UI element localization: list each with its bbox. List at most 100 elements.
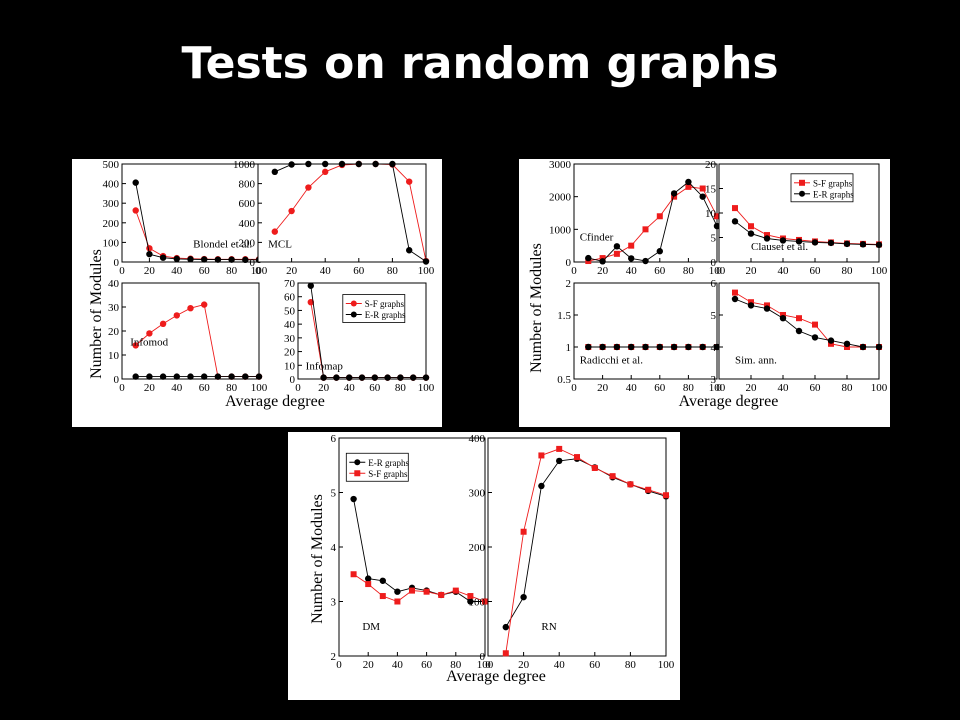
data-point [685, 178, 692, 186]
data-point [146, 373, 153, 380]
data-point [556, 445, 563, 452]
legend-marker [354, 470, 361, 477]
data-point [628, 343, 635, 351]
data-point [599, 258, 606, 265]
data-point [365, 581, 372, 588]
x-tick-label: 20 [746, 382, 758, 394]
figure-2-xlabel: Average degree [678, 393, 779, 410]
x-tick-label: 40 [171, 265, 183, 277]
legend-marker [799, 190, 805, 197]
x-tick-label: 80 [450, 659, 462, 671]
legend-label: S-F graphs [365, 299, 405, 309]
plot-frame [121, 282, 260, 380]
data-point [538, 452, 545, 459]
x-tick-label: 40 [778, 382, 790, 394]
data-point [397, 374, 404, 381]
data-point [452, 587, 459, 594]
figure-3-ylabel: Number of Modules [309, 494, 326, 624]
y-tick-label: 0.5 [557, 374, 571, 386]
data-point [685, 343, 692, 351]
data-point [271, 228, 278, 235]
data-point [159, 373, 167, 380]
data-point [132, 179, 139, 186]
series-line [734, 298, 879, 348]
x-tick-label: 40 [344, 382, 356, 394]
data-point [859, 343, 867, 351]
data-point [482, 598, 488, 605]
x-tick-label: 0 [336, 659, 342, 671]
data-point [350, 571, 357, 578]
data-point [288, 207, 295, 215]
data-point [159, 254, 167, 261]
data-point [422, 258, 430, 265]
data-point [242, 256, 249, 264]
data-point [201, 301, 208, 308]
data-point [307, 282, 314, 289]
data-point [827, 239, 835, 247]
x-tick-label: 100 [658, 659, 675, 671]
legend-label: E-R graphs [813, 189, 854, 199]
data-point [406, 247, 413, 254]
x-tick-label: 0 [485, 659, 491, 671]
data-point [132, 342, 139, 349]
y-tick-label: 4 [331, 542, 337, 554]
data-point [358, 374, 366, 381]
y-tick-label: 5 [711, 310, 717, 322]
x-tick-label: 0 [255, 265, 261, 277]
data-point [159, 320, 167, 327]
legend-label: E-R graphs [365, 310, 406, 320]
y-tick-label: 0 [114, 374, 120, 386]
data-point [763, 235, 771, 242]
data-point [322, 168, 329, 176]
data-point [333, 374, 340, 381]
data-point [764, 232, 770, 239]
figure-2-ylabel: Number of Modules [528, 243, 545, 373]
data-point [322, 160, 329, 168]
x-tick-label: 100 [709, 265, 726, 277]
series-line [734, 207, 880, 245]
x-tick-label: 100 [477, 659, 494, 671]
data-point [556, 457, 563, 465]
chart-panel-2: 0 20 40 60 80 100 0 10 20 30 40 Infomod [108, 278, 268, 394]
legend-label: S-F graphs [813, 178, 853, 188]
data-point [796, 315, 802, 322]
data-point [795, 238, 803, 245]
x-tick-label: 60 [810, 382, 822, 394]
x-tick-label: 100 [251, 382, 268, 394]
y-tick-label: 40 [108, 278, 120, 290]
data-point [628, 242, 635, 249]
x-tick-label: 0 [295, 382, 301, 394]
data-point [764, 302, 770, 309]
legend-marker [354, 459, 361, 466]
data-point [795, 327, 803, 335]
y-tick-label: 20 [108, 326, 120, 338]
data-point [645, 486, 652, 493]
x-tick-label: 100 [871, 265, 888, 277]
data-point [214, 373, 222, 380]
legend-box [342, 294, 406, 323]
panel-title: Sim. ann. [735, 355, 777, 367]
data-point [173, 255, 180, 263]
data-point [187, 305, 194, 312]
y-tick-label: 4 [711, 342, 717, 354]
data-point [656, 343, 663, 351]
panel-title: Blondel et al. [193, 238, 252, 250]
data-point [642, 343, 649, 351]
data-point [642, 226, 649, 233]
x-tick-label: 40 [320, 265, 332, 277]
data-point [685, 183, 692, 190]
data-point [613, 343, 621, 351]
legend-box [790, 173, 854, 203]
data-point [187, 256, 194, 263]
data-point [384, 374, 391, 381]
data-point [320, 374, 327, 381]
y-tick-label: 30 [284, 333, 296, 345]
data-point [599, 343, 606, 351]
data-point [875, 343, 883, 351]
x-tick-label: 20 [144, 265, 156, 277]
data-point [574, 454, 580, 461]
y-tick-label: 15 [705, 184, 717, 196]
y-tick-label: 5 [331, 488, 337, 500]
data-point [502, 650, 509, 657]
